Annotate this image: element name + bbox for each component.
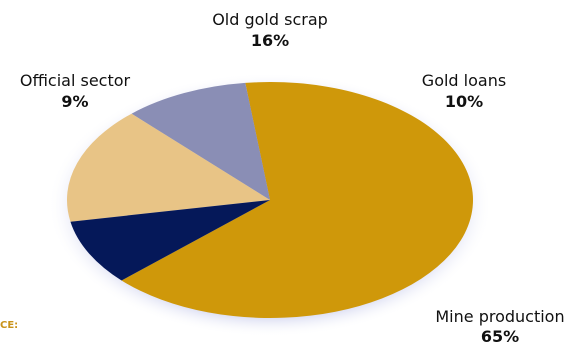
slice-value-gold-loans: 10%: [445, 92, 483, 111]
pie-slice-gold-loans: [131, 82, 270, 200]
pie-slices: [66, 82, 473, 319]
source-label: CE:: [0, 320, 18, 331]
pie-slice-official-sector: [70, 200, 271, 281]
slice-value-old-gold-scrap: 16%: [251, 31, 289, 50]
slice-label-official-sector: Official sector 9%: [20, 71, 131, 111]
slice-label-mine-production: Mine production 65%: [435, 307, 564, 346]
slice-value-official-sector: 9%: [61, 92, 88, 111]
pie-slice-old-gold-scrap: [66, 113, 271, 222]
slice-name-old-gold-scrap: Old gold scrap: [212, 10, 328, 29]
slice-label-old-gold-scrap: Old gold scrap 16%: [212, 10, 328, 50]
slice-label-gold-loans: Gold loans 10%: [422, 71, 506, 111]
slice-name-mine-production: Mine production: [435, 307, 564, 326]
slice-name-gold-loans: Gold loans: [422, 71, 506, 90]
slice-value-mine-production: 65%: [481, 327, 519, 346]
pie-slice-mine-production: [121, 82, 473, 319]
slice-name-official-sector: Official sector: [20, 71, 131, 90]
